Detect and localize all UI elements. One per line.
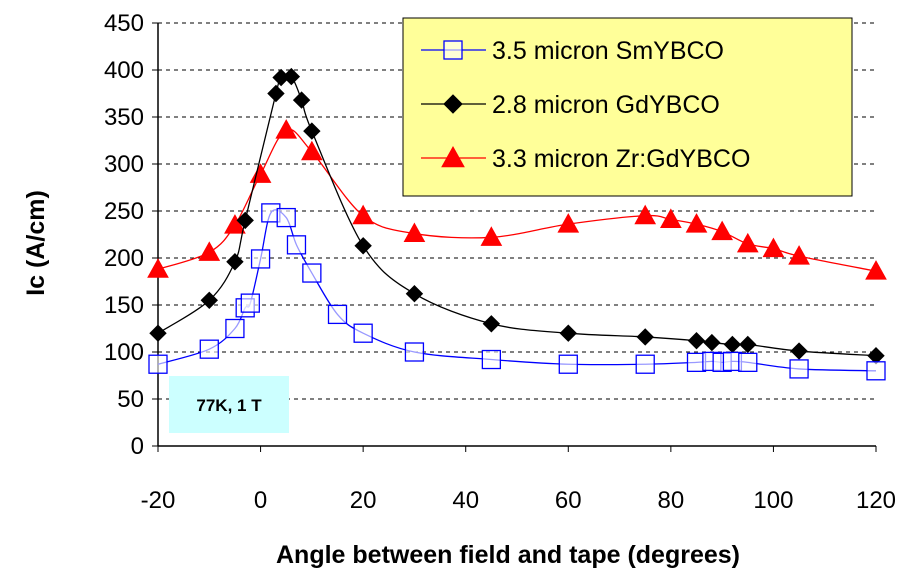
x-tick-label: 60 — [555, 487, 582, 514]
data-point — [302, 263, 322, 283]
legend-item-2: 2.8 micron GdYBCO — [421, 91, 720, 119]
x-tick-label: 100 — [753, 487, 793, 514]
data-point — [635, 354, 655, 374]
y-tick-label: 400 — [104, 57, 144, 84]
legend-marker — [443, 40, 463, 60]
data-point — [267, 84, 285, 103]
data-point — [198, 241, 221, 261]
x-tick-label: -20 — [141, 487, 176, 514]
x-tick-label: 120 — [856, 487, 896, 514]
data-point — [762, 237, 785, 258]
data-point — [352, 204, 374, 225]
y-tick-label: 150 — [104, 292, 144, 319]
data-point — [250, 249, 271, 269]
x-tick-label: 80 — [658, 487, 685, 514]
series-layer — [147, 67, 887, 381]
y-axis: 0 50 100 150 200 250 300 350 400 450 — [104, 10, 159, 460]
data-point — [711, 220, 733, 241]
data-point — [199, 339, 219, 359]
data-point — [685, 213, 708, 233]
data-point — [404, 342, 425, 362]
data-point — [354, 237, 372, 255]
y-tick-label: 350 — [104, 104, 144, 131]
data-point — [249, 163, 272, 183]
data-point — [636, 328, 654, 346]
data-point — [225, 318, 245, 339]
y-tick-label: 0 — [131, 433, 144, 460]
y-tick-label: 450 — [104, 10, 144, 37]
data-point — [236, 211, 254, 230]
legend-label: 3.5 micron SmYBCO — [492, 37, 724, 65]
y-axis-title: Ic (A/cm) — [22, 190, 50, 296]
legend-marker — [441, 145, 465, 168]
series-3 — [147, 119, 887, 280]
y-tick-label: 200 — [104, 245, 144, 272]
data-point — [149, 324, 167, 342]
series-1 — [148, 203, 886, 381]
data-point — [736, 232, 759, 253]
y-tick-label: 250 — [104, 198, 144, 225]
y-tick-label: 50 — [117, 386, 144, 413]
data-point — [865, 260, 887, 280]
data-point — [482, 315, 501, 333]
legend-item-1: 3.5 micron SmYBCO — [421, 37, 724, 65]
x-axis: -20 0 20 40 60 80 100 120 — [141, 445, 896, 514]
data-point — [240, 293, 260, 313]
legend-marker — [443, 94, 463, 114]
data-point — [559, 324, 577, 342]
data-point — [301, 140, 323, 161]
y-tick-label: 300 — [104, 151, 144, 178]
y-tick-label: 100 — [104, 339, 144, 366]
data-point — [147, 258, 169, 278]
data-point — [303, 122, 321, 140]
x-tick-label: 40 — [452, 487, 479, 514]
data-point — [327, 304, 348, 325]
data-point — [275, 119, 298, 139]
x-tick-label: 20 — [350, 487, 377, 514]
data-point — [276, 207, 296, 228]
data-point — [403, 222, 426, 243]
annotation-text: 77K, 1 T — [196, 396, 262, 415]
x-tick-label: 0 — [254, 487, 267, 514]
legend-label: 3.3 micron Zr:GdYBCO — [492, 145, 750, 173]
data-point — [405, 285, 424, 303]
data-point — [703, 333, 721, 352]
data-point — [557, 213, 580, 233]
legend-label: 2.8 micron GdYBCO — [492, 91, 720, 119]
series-2 — [149, 67, 885, 365]
data-point — [353, 323, 373, 343]
data-point — [866, 361, 886, 381]
data-point — [739, 335, 757, 354]
data-point — [660, 208, 682, 228]
data-point — [723, 335, 742, 354]
x-axis-title: Angle between field and tape (degrees) — [276, 541, 740, 569]
data-point — [788, 245, 810, 265]
data-point — [558, 354, 578, 374]
data-point — [224, 214, 246, 234]
data-point — [226, 253, 244, 271]
data-point — [481, 349, 502, 370]
legend: 3.5 micron SmYBCO 2.8 micron GdYBCO 3.3 mi… — [402, 17, 853, 197]
data-point — [687, 332, 706, 350]
data-point — [738, 352, 758, 372]
data-point — [282, 67, 301, 86]
data-point — [200, 291, 218, 310]
data-point — [634, 204, 657, 225]
data-point — [148, 354, 168, 374]
data-point — [790, 342, 808, 360]
data-point — [286, 235, 307, 255]
legend-item-3: 3.3 micron Zr:GdYBCO — [421, 145, 750, 173]
annotation-box: 77K, 1 T — [169, 376, 289, 433]
data-point — [789, 359, 809, 379]
data-point — [292, 91, 311, 109]
legend-box — [402, 17, 853, 197]
data-point — [480, 226, 503, 246]
